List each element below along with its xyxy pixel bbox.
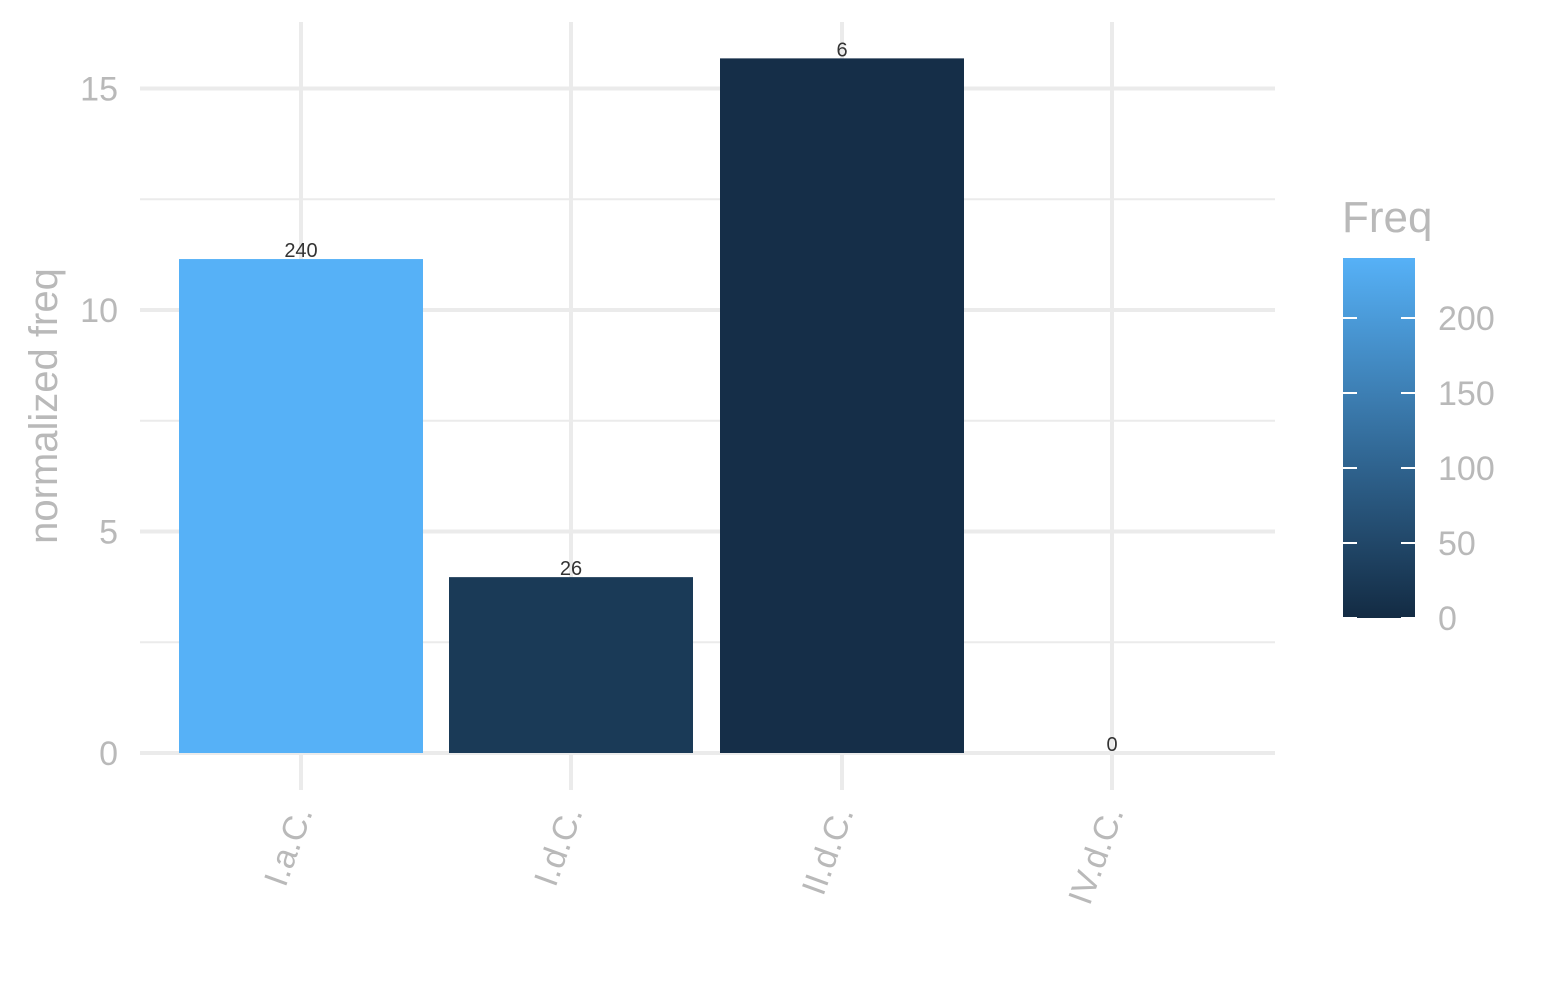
- x-tick-label: II.d.C.: [795, 802, 862, 900]
- legend-tick-label: 50: [1438, 525, 1476, 563]
- legend-tick-label: 150: [1438, 375, 1495, 413]
- legend-colorbar: [1343, 258, 1415, 618]
- y-tick-label: 10: [80, 292, 118, 330]
- data-labels-layer: 240 26 6 0: [284, 39, 1117, 756]
- y-axis-title: normalized freq: [22, 268, 66, 544]
- x-tick-label: I.a.C.: [257, 802, 320, 891]
- y-tick-label: 0: [99, 735, 118, 773]
- legend-tick-label: 100: [1438, 450, 1495, 488]
- bar-value-label: 6: [836, 39, 847, 61]
- y-tick-label: 5: [99, 514, 118, 552]
- legend-title: Freq: [1342, 193, 1432, 242]
- y-tick-label: 15: [80, 71, 118, 109]
- bar-I.a.C.: [179, 259, 423, 753]
- legend-tick-label: 200: [1438, 300, 1495, 338]
- bar-I.d.C.: [449, 577, 693, 753]
- x-tick-label: IV.d.C.: [1061, 802, 1131, 910]
- bar-II.d.C.: [720, 58, 964, 754]
- bar-value-label: 26: [560, 558, 582, 580]
- color-legend: Freq 0 50 100 150 200: [1342, 193, 1495, 638]
- bar-value-label: 240: [284, 240, 317, 262]
- bars-layer: [179, 58, 964, 754]
- bar-value-label: 0: [1106, 734, 1117, 756]
- legend-tick-label: 0: [1438, 600, 1457, 638]
- x-tick-label: I.d.C.: [527, 802, 590, 891]
